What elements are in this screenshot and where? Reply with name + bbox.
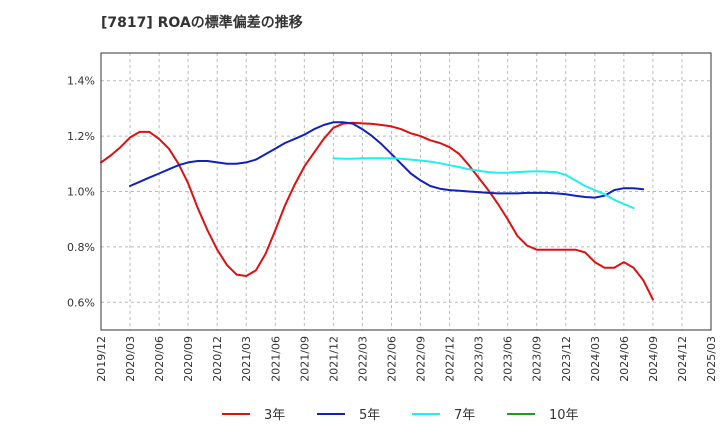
- series-layer: [100, 121, 654, 301]
- y-axis: 0.6% 0.8% 1.0% 1.2% 1.4%: [67, 75, 95, 310]
- legend-label-3: 10年: [549, 408, 579, 423]
- legend-label-0: 3年: [264, 408, 285, 423]
- x-tick-label: 2020/09: [182, 336, 195, 382]
- x-tick-label: 2022/12: [444, 336, 457, 382]
- x-axis: 2019/12 2020/03 2020/06 2020/09 2020/12 2021/…: [95, 336, 718, 382]
- x-tick-label: 2022/09: [415, 336, 428, 382]
- plot-area: [101, 53, 711, 330]
- chart-title: [7817] ROAの標準偏差の推移: [101, 15, 303, 31]
- x-tick-label: 2021/09: [298, 336, 311, 382]
- x-tick-label: 2022/06: [385, 336, 398, 382]
- y-tick-label: 1.0%: [67, 186, 95, 199]
- x-tick-label: 2021/12: [327, 336, 340, 382]
- x-tick-label: 2021/06: [269, 336, 282, 382]
- y-tick-label: 1.4%: [67, 75, 95, 88]
- x-tick-label: 2025/03: [705, 336, 718, 382]
- series-line-1: [129, 121, 645, 199]
- x-tick-label: 2020/03: [124, 336, 137, 382]
- legend: 3年 5年 7年 10年: [222, 408, 579, 423]
- x-tick-label: 2024/03: [589, 336, 602, 382]
- x-tick-label: 2020/06: [153, 336, 166, 382]
- x-tick-label: 2023/03: [473, 336, 486, 382]
- y-tick-label: 0.6%: [67, 296, 95, 309]
- x-tick-label: 2019/12: [95, 336, 108, 382]
- legend-label-1: 5年: [359, 408, 380, 423]
- x-tick-label: 2023/09: [531, 336, 544, 382]
- x-tick-label: 2024/09: [647, 336, 660, 382]
- x-tick-label: 2022/03: [356, 336, 369, 382]
- y-tick-label: 0.8%: [67, 241, 95, 254]
- x-tick-label: 2021/03: [240, 336, 253, 382]
- x-tick-label: 2024/12: [676, 336, 689, 382]
- series-line-2: [332, 157, 635, 210]
- series-line-0: [100, 121, 654, 301]
- plot-frame: [100, 52, 712, 331]
- x-tick-label: 2020/12: [211, 336, 224, 382]
- legend-label-2: 7年: [454, 408, 475, 423]
- x-tick-label: 2024/06: [618, 336, 631, 382]
- x-tick-label: 2023/12: [560, 336, 573, 382]
- y-tick-label: 1.2%: [67, 130, 95, 143]
- x-tick-label: 2023/06: [502, 336, 515, 382]
